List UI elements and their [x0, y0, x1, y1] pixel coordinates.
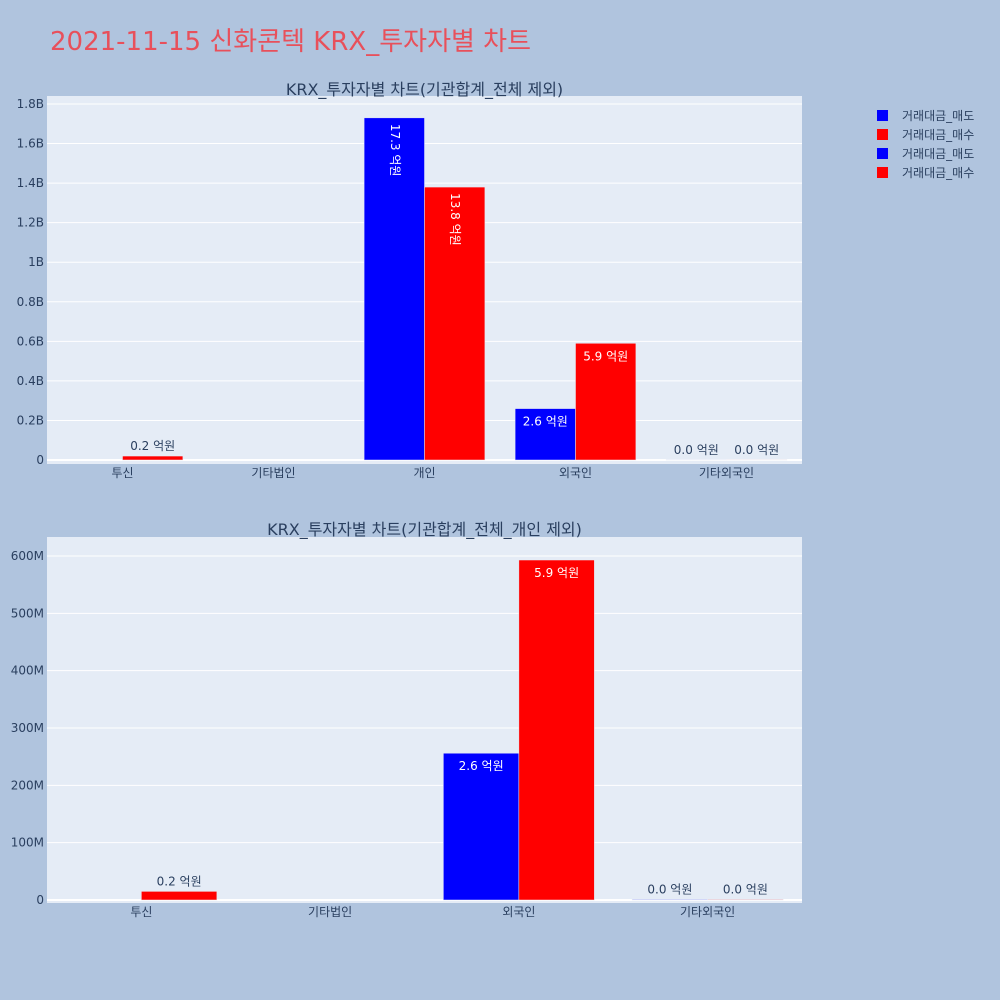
data-label: 5.9 억원 [534, 566, 579, 580]
data-label: 17.3 억원 [388, 124, 402, 177]
bar [424, 186, 486, 461]
data-label: 13.8 억원 [448, 193, 462, 246]
data-label: 0.2 억원 [130, 439, 175, 453]
y-tick-label: 0.8B [17, 295, 44, 309]
y-tick-label: 400M [11, 664, 44, 678]
y-tick-label: 300M [11, 721, 44, 735]
bar [122, 455, 184, 461]
y-tick-label: 0 [36, 893, 44, 907]
y-tick-label: 0 [36, 453, 44, 467]
legend-label: 거래대금_매도 [902, 147, 974, 161]
y-tick-label: 0.2B [17, 413, 44, 427]
x-tick-label: 기타법인 [251, 466, 295, 480]
legend-swatch [877, 148, 888, 159]
data-label: 2.6 억원 [459, 759, 504, 773]
bar [707, 899, 784, 901]
chart-title: KRX_투자자별 차트(기관합계_전체 제외) [286, 80, 563, 100]
data-label: 0.0 억원 [734, 443, 779, 457]
y-tick-label: 600M [11, 549, 44, 563]
x-tick-label: 투신 [111, 466, 133, 480]
x-tick-label: 기타외국인 [699, 466, 754, 480]
y-tick-label: 1.2B [17, 216, 44, 230]
legend-label: 거래대금_매수 [902, 128, 974, 142]
y-tick-label: 1.4B [17, 176, 44, 190]
bar [514, 408, 576, 461]
y-tick-label: 500M [11, 606, 44, 620]
legend-swatch [877, 110, 888, 121]
x-tick-label: 기타외국인 [680, 905, 735, 919]
y-tick-label: 200M [11, 778, 44, 792]
bar [141, 891, 218, 901]
page-title: 2021-11-15 신화콘텍 KRX_투자자별 차트 [50, 27, 531, 57]
bar [363, 117, 425, 461]
x-tick-label: 개인 [413, 466, 435, 480]
bar [443, 752, 520, 901]
y-tick-label: 1.8B [17, 97, 44, 111]
chart-top: 0 0.2B 0.4B 0.6B 0.8B 1B 1.2B 1.4B 1.6B 1.8B KRX_투… [17, 80, 802, 480]
bar [518, 559, 595, 901]
data-label: 0.0 억원 [674, 443, 719, 457]
chart-bottom: 0 100M 200M 300M 400M 500M 600M KRX_투자자별 차트(기관합… [11, 520, 802, 919]
data-label: 2.6 억원 [523, 415, 568, 429]
bar [631, 899, 708, 901]
x-tick-label: 외국인 [502, 905, 535, 919]
y-tick-label: 100M [11, 836, 44, 850]
legend-label: 거래대금_매도 [902, 109, 974, 123]
data-label: 0.0 억원 [723, 882, 768, 896]
legend-label: 거래대금_매수 [902, 166, 974, 180]
data-label: 0.0 억원 [647, 882, 692, 896]
x-tick-label: 외국인 [559, 466, 592, 480]
bar [575, 343, 637, 461]
x-tick-label: 기타법인 [308, 905, 352, 919]
chart-title: KRX_투자자별 차트(기관합계_전체_개인 제외) [267, 520, 582, 540]
plot-area [47, 537, 802, 903]
y-tick-label: 0.6B [17, 334, 44, 348]
data-label: 5.9 억원 [583, 349, 628, 363]
x-tick-label: 투신 [130, 905, 152, 919]
legend-swatch [877, 167, 888, 178]
y-tick-label: 1.6B [17, 137, 44, 151]
data-label: 0.2 억원 [157, 874, 202, 888]
legend-swatch [877, 129, 888, 140]
y-tick-label: 0.4B [17, 374, 44, 388]
y-tick-label: 1B [28, 255, 44, 269]
